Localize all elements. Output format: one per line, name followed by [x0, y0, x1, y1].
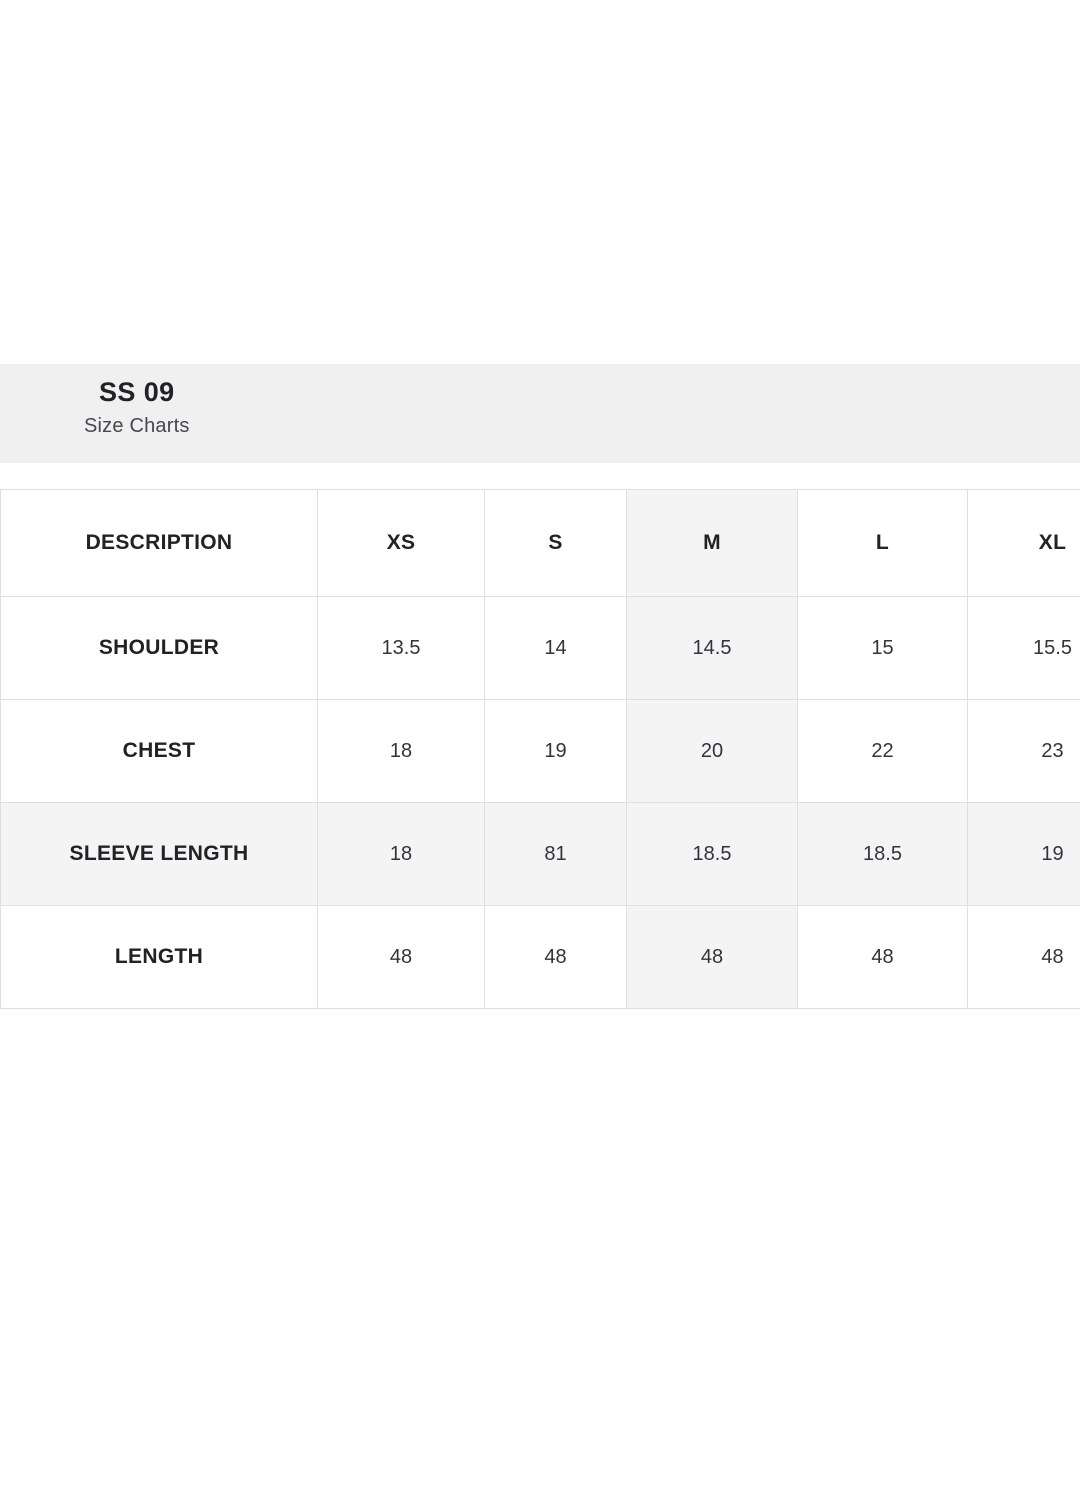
- column-header-s: S: [484, 489, 627, 597]
- table-row-length: LENGTH 48 48 48 48 48: [0, 905, 1080, 1009]
- column-header-xl: XL: [967, 489, 1080, 597]
- cell-length-m: 48: [626, 905, 798, 1009]
- cell-shoulder-l: 15: [797, 596, 968, 700]
- cell-sleeve-length-m: 18.5: [626, 802, 798, 906]
- section-header-text: SS 09 Size Charts: [84, 377, 190, 438]
- cell-shoulder-s: 14: [484, 596, 627, 700]
- row-label-length: LENGTH: [0, 905, 318, 1009]
- cell-sleeve-length-xl: 19: [967, 802, 1080, 906]
- size-chart-body: SHOULDER 13.5 14 14.5 15 15.5 CHEST 18 19 20 22 23 S…: [0, 596, 1080, 1009]
- cell-sleeve-length-s: 81: [484, 802, 627, 906]
- size-chart-section-header[interactable]: SS 09 Size Charts: [0, 364, 1080, 463]
- cell-shoulder-xs: 13.5: [317, 596, 485, 700]
- cell-chest-m: 20: [626, 699, 798, 803]
- cell-sleeve-length-xs: 18: [317, 802, 485, 906]
- column-header-m: M: [626, 489, 798, 597]
- size-chart-header-row: DESCRIPTION XS S M L XL: [0, 489, 1080, 597]
- row-label-chest: CHEST: [0, 699, 318, 803]
- column-header-l: L: [797, 489, 968, 597]
- cell-length-xs: 48: [317, 905, 485, 1009]
- cell-length-xl: 48: [967, 905, 1080, 1009]
- table-row-sleeve-length: SLEEVE LENGTH 18 81 18.5 18.5 19: [0, 802, 1080, 906]
- table-row-chest: CHEST 18 19 20 22 23: [0, 699, 1080, 803]
- cell-length-l: 48: [797, 905, 968, 1009]
- cell-chest-xl: 23: [967, 699, 1080, 803]
- cell-chest-s: 19: [484, 699, 627, 803]
- size-chart-table: DESCRIPTION XS S M L XL SHOULDER 13.5 14 14.5 15 1…: [0, 489, 1080, 1009]
- cell-shoulder-m: 14.5: [626, 596, 798, 700]
- cell-length-s: 48: [484, 905, 627, 1009]
- cell-sleeve-length-l: 18.5: [797, 802, 968, 906]
- column-header-description: DESCRIPTION: [0, 489, 318, 597]
- column-header-xs: XS: [317, 489, 485, 597]
- size-charts-subtitle: Size Charts: [84, 415, 190, 438]
- product-code-title: SS 09: [99, 377, 175, 407]
- cell-chest-l: 22: [797, 699, 968, 803]
- table-row-shoulder: SHOULDER 13.5 14 14.5 15 15.5: [0, 596, 1080, 700]
- size-chart-table-container: DESCRIPTION XS S M L XL SHOULDER 13.5 14 14.5 15 1…: [0, 489, 1080, 1015]
- cell-chest-xs: 18: [317, 699, 485, 803]
- row-label-shoulder: SHOULDER: [0, 596, 318, 700]
- cell-shoulder-xl: 15.5: [967, 596, 1080, 700]
- row-label-sleeve-length: SLEEVE LENGTH: [0, 802, 318, 906]
